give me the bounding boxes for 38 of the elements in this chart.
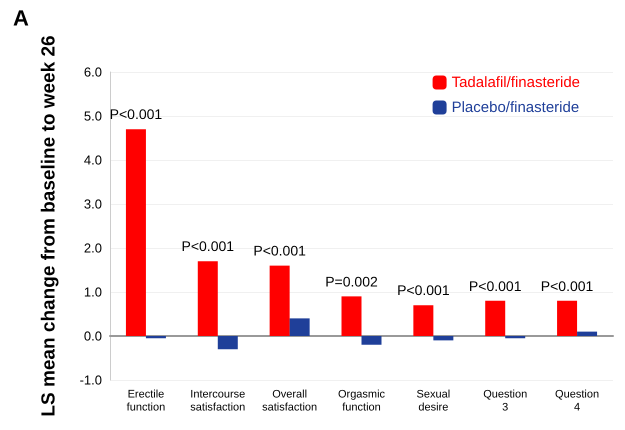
x-tick-label: Question 3 bbox=[483, 388, 528, 414]
y-tick-label: -1.0 bbox=[80, 372, 102, 388]
y-tick-label: 2.0 bbox=[84, 240, 102, 256]
bar bbox=[198, 261, 218, 336]
x-tick-label: Erectile function bbox=[126, 388, 166, 414]
bar bbox=[413, 305, 434, 336]
annotation: P<0.001 bbox=[540, 278, 594, 294]
bar bbox=[557, 300, 578, 336]
annotation: P<0.001 bbox=[397, 282, 450, 298]
bar bbox=[433, 336, 454, 340]
x-tick-label: Orgasmic function bbox=[338, 388, 386, 414]
bar bbox=[485, 300, 506, 336]
annotation: P<0.001 bbox=[110, 106, 162, 122]
y-tick-label: 1.0 bbox=[84, 284, 102, 300]
annotation: P<0.001 bbox=[468, 278, 522, 294]
bar bbox=[577, 332, 598, 336]
bar bbox=[270, 266, 290, 336]
bar bbox=[126, 129, 146, 336]
y-tick-label: 3.0 bbox=[84, 196, 102, 212]
bar bbox=[362, 336, 382, 345]
annotation: P<0.001 bbox=[253, 242, 306, 259]
y-axis-title: LS mean change from baseline to week 26 bbox=[38, 35, 60, 417]
bar bbox=[290, 318, 310, 336]
annotation: P=0.002 bbox=[325, 273, 378, 290]
y-tick-label: 4.0 bbox=[84, 152, 102, 168]
x-tick-label: Intercourse satisfaction bbox=[190, 388, 246, 414]
bar bbox=[342, 296, 362, 336]
annotation: P<0.001 bbox=[182, 238, 234, 254]
x-tick-label: Overall satisfaction bbox=[262, 388, 318, 414]
chart-title: A bbox=[13, 6, 29, 30]
y-tick-label: 5.0 bbox=[84, 108, 102, 124]
y-tick-label: 6.0 bbox=[84, 64, 102, 80]
legend-label: Placebo/finasteride bbox=[452, 99, 580, 116]
y-tick-label: 0.0 bbox=[84, 328, 102, 344]
x-tick-label: Question 4 bbox=[555, 388, 600, 414]
bar bbox=[218, 336, 238, 350]
legend-label: Tadalafil/finasteride bbox=[452, 74, 580, 91]
x-tick-label: Sexual desire bbox=[416, 388, 450, 414]
